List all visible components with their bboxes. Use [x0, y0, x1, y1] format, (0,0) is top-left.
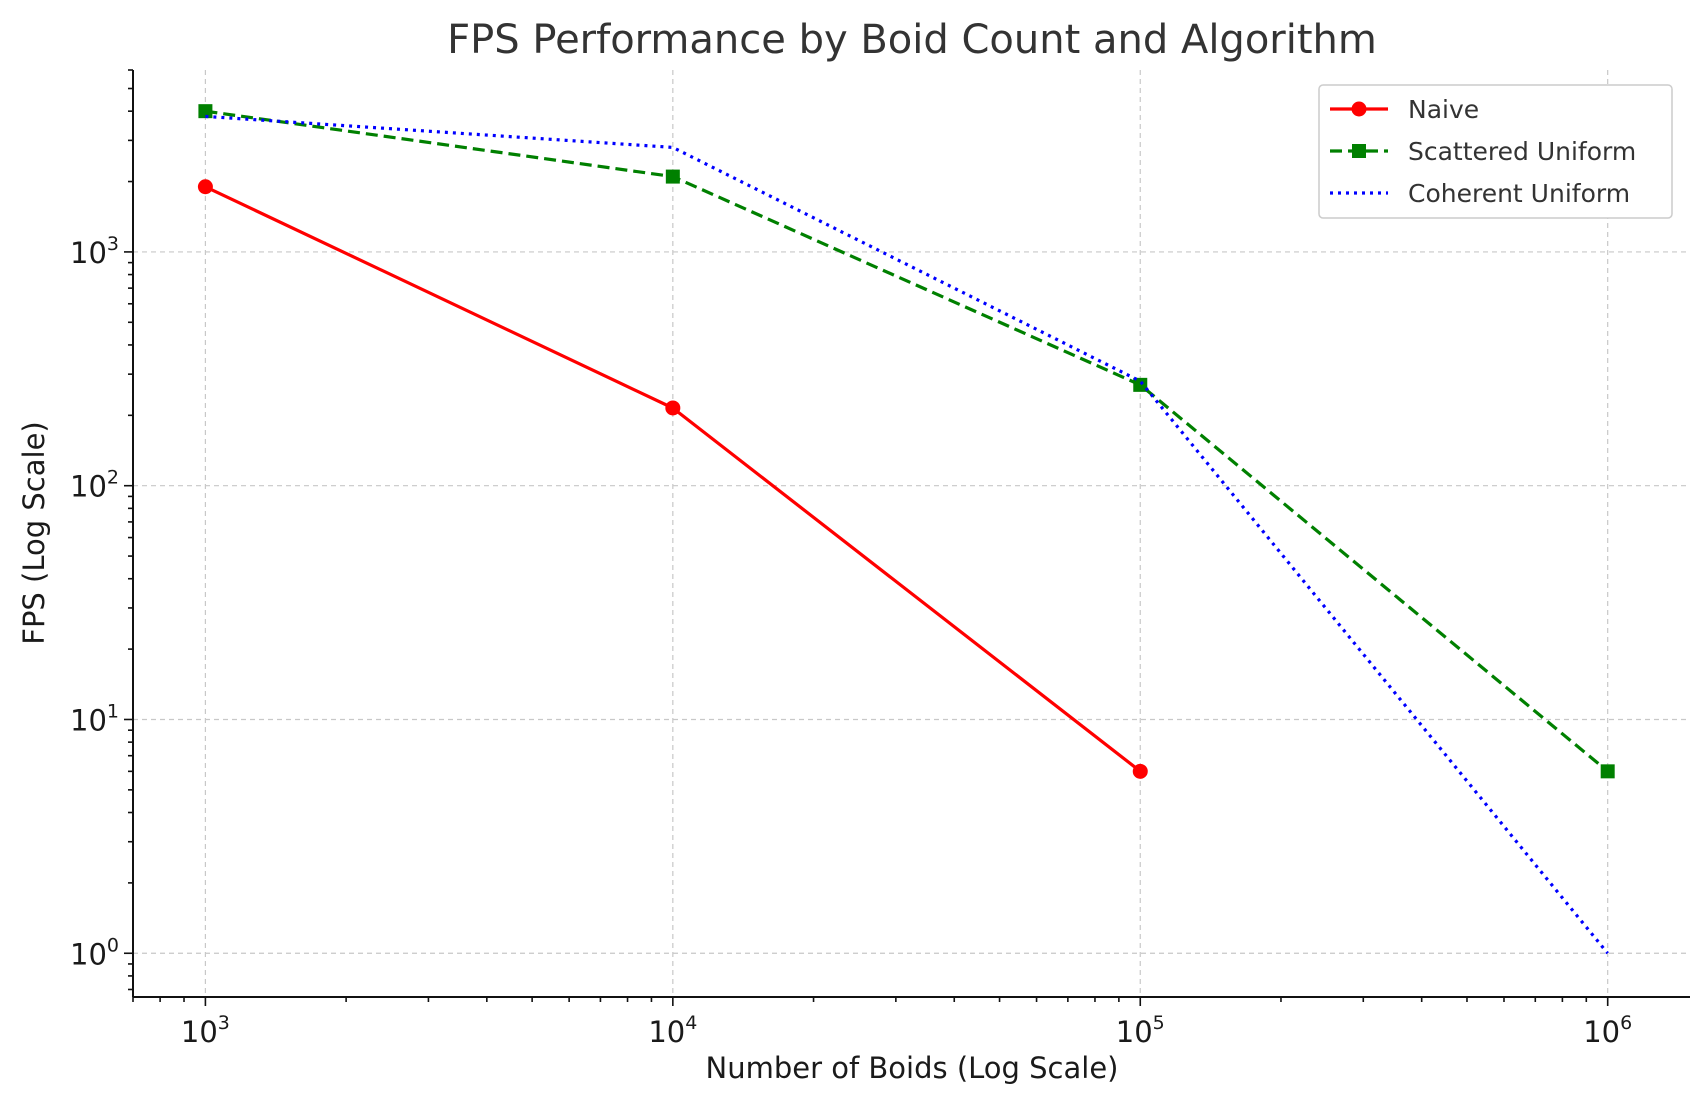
- grid: [133, 70, 1690, 997]
- y-tick-exponent: 1: [107, 700, 119, 722]
- y-tick-exponent: 0: [107, 934, 119, 956]
- data-point-scattered-uniform: [665, 169, 680, 184]
- y-axis-label: FPS (Log Scale): [17, 421, 51, 644]
- x-tick-label: 103: [181, 1012, 230, 1049]
- y-tick-base: 10: [70, 470, 107, 504]
- y-tick-label: 101: [70, 700, 119, 737]
- y-tick-label: 100: [70, 934, 119, 971]
- x-tick-base: 10: [648, 1015, 685, 1049]
- legend-label-scattered-uniform: Scattered Uniform: [1408, 137, 1636, 166]
- x-tick-exponent: 3: [218, 1012, 230, 1034]
- x-tick-exponent: 6: [1620, 1012, 1632, 1034]
- y-tick-exponent: 2: [107, 467, 119, 489]
- x-tick-label: 104: [648, 1012, 697, 1049]
- legend-frame: [1318, 84, 1673, 219]
- legend-marker-naive: [1351, 101, 1367, 117]
- plot-area: [197, 104, 1615, 955]
- x-tick-exponent: 4: [685, 1012, 697, 1034]
- legend-label-naive: Naive: [1408, 95, 1479, 124]
- data-point-scattered-uniform: [1600, 764, 1615, 779]
- data-point-scattered-uniform: [1133, 377, 1148, 392]
- x-axis-label: Number of Boids (Log Scale): [706, 1051, 1119, 1085]
- data-point-scattered-uniform: [198, 104, 213, 119]
- y-tick-exponent: 3: [107, 233, 119, 255]
- y-tick-base: 10: [70, 937, 107, 971]
- legend: Naive Scattered Uniform Coherent Uniform: [1318, 84, 1673, 219]
- x-tick-label: 105: [1116, 1012, 1165, 1049]
- data-point-naive: [1132, 763, 1148, 779]
- data-point-naive: [665, 400, 681, 416]
- x-tick-base: 10: [1116, 1015, 1153, 1049]
- y-tick-label: 103: [70, 233, 119, 270]
- data-point-naive: [197, 179, 213, 195]
- y-tick-base: 10: [70, 703, 107, 737]
- series-line-coherent-uniform: [205, 114, 1609, 955]
- x-tick-base: 10: [181, 1015, 218, 1049]
- chart-title: FPS Performance by Boid Count and Algori…: [447, 17, 1377, 63]
- y-tick-base: 10: [70, 236, 107, 270]
- legend-label-coherent-uniform: Coherent Uniform: [1408, 179, 1630, 208]
- series-line-scattered-uniform: [205, 109, 1609, 773]
- legend-marker-scattered-uniform: [1352, 144, 1366, 158]
- x-tick-base: 10: [1583, 1015, 1620, 1049]
- x-tick-label: 106: [1583, 1012, 1632, 1049]
- y-tick-label: 102: [70, 467, 119, 504]
- x-tick-exponent: 5: [1153, 1012, 1165, 1034]
